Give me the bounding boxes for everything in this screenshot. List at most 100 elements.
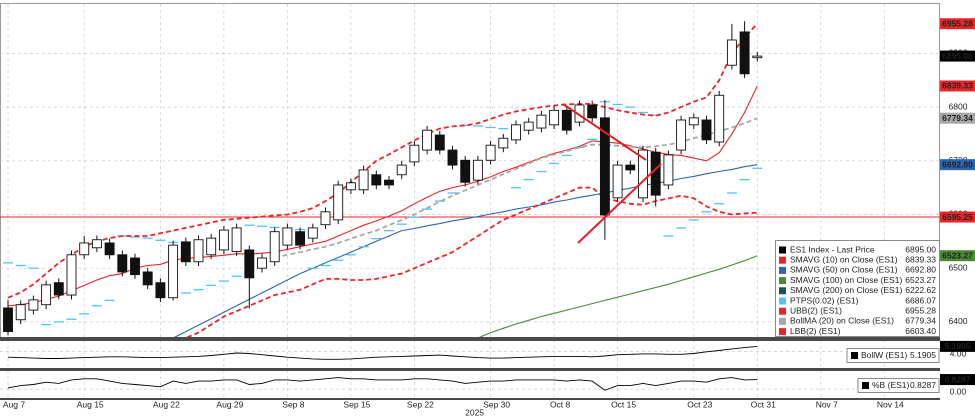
x-tick-label: Aug 29 — [216, 399, 243, 409]
candle-body — [739, 31, 750, 75]
y-tick-label: 0.00 — [950, 386, 967, 396]
price-box-label: 0.8287 — [945, 374, 971, 384]
indicator-line — [7, 345, 758, 360]
candle-body — [206, 237, 217, 256]
x-tick-label: Sep 30 — [483, 399, 510, 409]
trend-line — [562, 103, 647, 161]
candle-body — [663, 154, 674, 186]
candle-body — [549, 109, 560, 126]
y-tick-label: 4.00 — [950, 349, 967, 359]
panel — [0, 345, 940, 360]
legend-label: PTPS(0.02) (ES1) — [790, 295, 859, 305]
legend-label: SMAVG (200) on Close (ES1) — [790, 285, 902, 295]
price-box — [940, 374, 975, 386]
x-tick-label: Oct 31 — [751, 399, 776, 409]
candle-body — [523, 121, 534, 131]
indicator-line — [477, 255, 758, 338]
candle-body — [117, 254, 128, 273]
legend-swatch — [779, 277, 786, 285]
candle-body — [472, 159, 483, 181]
legend-label: SMAVG (100) on Close (ES1) — [790, 275, 902, 285]
candle-body — [320, 211, 331, 226]
price-box — [940, 340, 975, 352]
candle-body — [345, 182, 356, 191]
candle-body — [752, 55, 763, 59]
candle-body — [384, 179, 394, 186]
panel-legend-value: 0.8287 — [910, 380, 936, 390]
candle-body — [79, 242, 90, 256]
x-tick-label: Nov 7 — [816, 399, 838, 409]
candle-body — [295, 231, 306, 246]
candle-body — [536, 114, 547, 129]
candle-body — [155, 282, 166, 299]
x-tick-label: Sep 8 — [282, 399, 304, 409]
candle-body — [676, 119, 687, 151]
panel-legend-box — [857, 378, 940, 393]
price-box — [940, 50, 975, 62]
candle-body — [218, 229, 229, 251]
candle-body — [28, 299, 39, 311]
price-box-label: 6779.34 — [942, 113, 973, 123]
legend-swatch — [779, 307, 786, 315]
candle-body — [650, 151, 661, 196]
candle-body — [130, 257, 140, 276]
candle-body — [193, 239, 204, 263]
candle-body — [409, 144, 420, 163]
panel-legend-box — [846, 348, 940, 363]
candle-body — [714, 94, 725, 143]
candle-body — [447, 149, 458, 166]
trend-line — [577, 163, 662, 244]
x-tick-label: Oct 15 — [611, 399, 636, 409]
candle-body — [257, 257, 267, 269]
candle-body — [396, 164, 407, 176]
legend-value: 6692.80 — [905, 265, 936, 275]
candle-body — [244, 249, 255, 279]
indicator-line — [7, 377, 758, 391]
candle-body — [180, 241, 191, 263]
candle-body — [66, 254, 77, 296]
price-box-label: 6692.80 — [942, 159, 973, 169]
candle-body — [460, 159, 471, 183]
candle-body — [358, 169, 369, 191]
candle-body — [231, 227, 242, 252]
panel — [0, 377, 940, 391]
legend-swatch — [779, 328, 786, 336]
annotation — [562, 103, 662, 244]
legend-label: BollMA (20) on Close (ES1) — [790, 316, 894, 326]
price-box-label: 6523.27 — [942, 250, 973, 260]
legend-label: SMAVG (50) on Close (ES1) — [790, 265, 898, 275]
year-label: 2025 — [465, 407, 484, 416]
indicator-line — [181, 186, 758, 338]
legend-box — [775, 240, 940, 337]
candle-body — [168, 244, 179, 299]
candle-body — [561, 109, 572, 131]
x-tick-label: Oct 8 — [550, 399, 571, 409]
legend-swatch — [779, 266, 786, 274]
separator — [0, 398, 940, 400]
price-box-label: 6955.28 — [942, 18, 973, 28]
candle-body — [688, 117, 699, 126]
candle-body — [599, 117, 610, 216]
candle-body — [91, 239, 102, 249]
x-tick-label: Aug 22 — [153, 399, 180, 409]
legend-swatch — [779, 317, 786, 325]
legend-swatch — [851, 352, 858, 359]
legend-swatch — [779, 287, 786, 295]
price-box — [940, 18, 975, 30]
legend-swatch — [779, 297, 786, 305]
panel-layer: BollW (ES1) 5.1905 %B (ES1) 0.8287 — [0, 345, 940, 393]
candle-body — [104, 242, 115, 256]
candle-body — [434, 134, 445, 151]
candle-body — [701, 119, 712, 141]
candle-body — [15, 304, 26, 321]
legend-swatch — [862, 382, 869, 389]
candle-body — [3, 307, 13, 333]
candle-body — [511, 124, 521, 141]
legend-value: 6895.00 — [905, 244, 936, 254]
x-tick-label: Oct 23 — [687, 399, 712, 409]
candle-body — [422, 129, 433, 151]
legend-value: 6779.34 — [905, 316, 936, 326]
x-tick-label: Nov 14 — [877, 399, 904, 409]
panel-legend-label: BollW (ES1) — [861, 350, 907, 360]
